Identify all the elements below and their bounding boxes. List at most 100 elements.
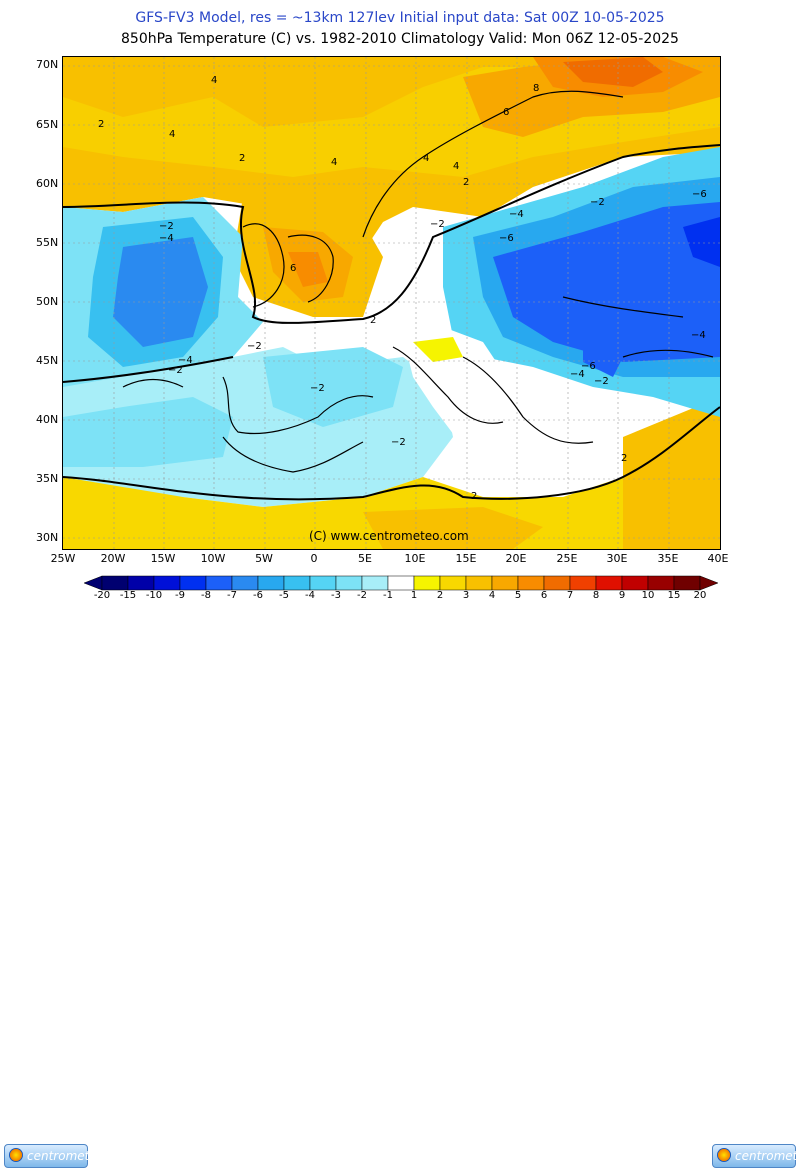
contour-label-group: 4 2 4 2 4 4 4 2 6 8 6 2 2 2 −2 −4 −4 −2 … (98, 75, 707, 502)
contour-label: −2 (247, 341, 262, 352)
legend-tick-label: -6 (253, 590, 263, 601)
contour-label: 4 (453, 161, 459, 172)
legend-tick-label: 6 (540, 590, 548, 601)
logo-text: centrometeo (27, 1149, 105, 1163)
legend-tick-label: 9 (618, 590, 626, 601)
contour-label: −6 (692, 189, 707, 200)
lon-label-5w: 5W (255, 552, 273, 565)
contour-label: 6 (503, 107, 509, 118)
legend-swatch (647, 575, 675, 591)
lat-label-60n: 60N (36, 177, 59, 190)
legend-swatch (569, 575, 597, 591)
legend-tick-label: 3 (462, 590, 470, 601)
lon-label-15w: 15W (150, 552, 176, 565)
lon-label-0: 0 (310, 552, 318, 565)
lon-label-5e: 5E (358, 552, 372, 565)
legend-swatch (543, 575, 571, 591)
centrometeo-logo-right: centrometeo (712, 1144, 800, 1168)
legend-tick-label: -3 (331, 590, 341, 601)
contour-label: −2 (391, 437, 406, 448)
lon-label-10w: 10W (200, 552, 226, 565)
legend-swatch (127, 575, 155, 591)
lat-label-50n: 50N (36, 295, 59, 308)
legend-swatch (179, 575, 207, 591)
legend-tick-label: 5 (514, 590, 522, 601)
contour-label: 2 (471, 491, 477, 502)
logo-globe-icon (717, 1148, 731, 1162)
legend-swatch (231, 575, 259, 591)
legend-tick-label: 1 (410, 590, 418, 601)
lon-label-25e: 25E (556, 552, 578, 565)
contour-label: −2 (310, 383, 325, 394)
lat-label-65n: 65N (36, 118, 59, 131)
lon-label-10e: 10E (404, 552, 426, 565)
contour-label: −6 (499, 233, 514, 244)
legend-swatch (101, 575, 129, 591)
legend-swatch (361, 575, 389, 591)
contour-label: 2 (621, 453, 627, 464)
anomaly-fields (63, 57, 720, 549)
legend-swatch (439, 575, 467, 591)
lon-label-30e: 30E (606, 552, 628, 565)
contour-label: 6 (290, 263, 296, 274)
contour-label: 4 (423, 153, 429, 164)
lat-label-35n: 35N (36, 472, 59, 485)
lon-label-20w: 20W (100, 552, 126, 565)
logo-globe-icon (9, 1148, 23, 1162)
contour-label: 2 (239, 153, 245, 164)
legend-tick-label: 4 (488, 590, 496, 601)
contour-label: −2 (590, 197, 605, 208)
contour-label: 2 (370, 315, 376, 326)
legend-tick-label: -1 (383, 590, 393, 601)
contour-label: −4 (159, 233, 174, 244)
legend-swatch (153, 575, 181, 591)
legend-tick-label: -2 (357, 590, 367, 601)
legend-tick-label: -15 (119, 590, 137, 601)
legend-tick-label: 7 (566, 590, 574, 601)
lat-label-40n: 40N (36, 413, 59, 426)
centrometeo-logo-left: centrometeo (4, 1144, 104, 1168)
coastlines (122, 90, 714, 473)
lat-label-55n: 55N (36, 236, 59, 249)
legend-arrow-left (83, 575, 103, 591)
legend-tick-label: 20 (693, 590, 707, 601)
legend-swatch (413, 575, 441, 591)
lon-label-15e: 15E (455, 552, 477, 565)
legend-tick-label: -5 (279, 590, 289, 601)
legend-swatch (387, 575, 415, 591)
legend-tick-label: 2 (436, 590, 444, 601)
contour-label: 2 (463, 177, 469, 188)
lat-label-30n: 30N (36, 531, 59, 544)
contour-label: −4 (509, 209, 524, 220)
legend-tick-label: 8 (592, 590, 600, 601)
legend-swatch (621, 575, 649, 591)
legend-swatch (335, 575, 363, 591)
legend-color-bar (83, 575, 719, 591)
legend-tick-label: -4 (305, 590, 315, 601)
legend-swatch (673, 575, 701, 591)
contour-label: 4 (169, 129, 175, 140)
legend-swatch (465, 575, 493, 591)
legend-swatch (257, 575, 285, 591)
title-line-1: GFS-FV3 Model, res = ~13km 127lev Initia… (135, 10, 665, 26)
legend-swatch (491, 575, 519, 591)
legend-tick-label: -10 (145, 590, 163, 601)
contour-label: −4 (691, 330, 706, 341)
legend-tick-label: -8 (201, 590, 211, 601)
temperature-anomaly-map: 4 2 4 2 4 4 4 2 6 8 6 2 2 2 −2 −4 −4 −2 … (62, 56, 721, 550)
contour-label: −2 (168, 365, 183, 376)
lat-label-45n: 45N (36, 354, 59, 367)
copyright-text: (C) www.centrometeo.com (309, 529, 469, 543)
logo-text: centrometeo (735, 1149, 800, 1163)
contour-label: 8 (533, 83, 539, 94)
legend-swatch (205, 575, 233, 591)
lon-label-35e: 35E (657, 552, 679, 565)
legend-arrow-right (699, 575, 719, 591)
legend-swatch (309, 575, 337, 591)
lat-label-70n: 70N (36, 58, 59, 71)
legend-tick-label: 15 (667, 590, 681, 601)
map-canvas: 4 2 4 2 4 4 4 2 6 8 6 2 2 2 −2 −4 −4 −2 … (63, 57, 720, 549)
legend-swatch (283, 575, 311, 591)
contour-label: −2 (594, 376, 609, 387)
legend-tick-label: -7 (227, 590, 237, 601)
